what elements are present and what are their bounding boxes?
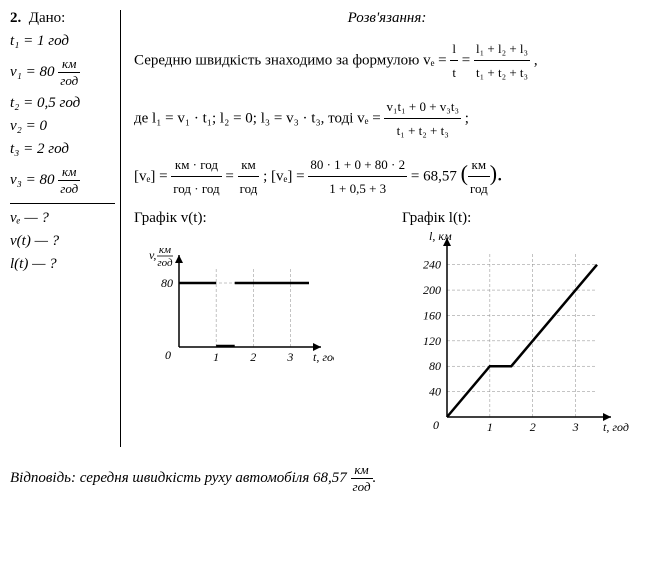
svg-text:2: 2	[250, 350, 256, 364]
svg-text:80: 80	[429, 360, 441, 374]
svg-text:v,: v,	[149, 248, 156, 262]
svg-text:200: 200	[423, 283, 441, 297]
formula-line-1: Середню швидкість знаходимо за формулою …	[134, 37, 640, 85]
svg-text:0: 0	[433, 418, 439, 432]
given-panel: 2. Дано: t₁ = 1 год v₁ = 80 кмгод t₂ = 0…	[10, 10, 121, 447]
solution-title: Розв'язання:	[134, 10, 640, 27]
svg-text:40: 40	[429, 385, 441, 399]
svg-text:1: 1	[487, 420, 493, 434]
find-lt: l(t) — ?	[10, 256, 115, 273]
svg-text:t, год: t, год	[603, 420, 629, 434]
given-t2: t₂ = 0,5 год	[10, 95, 115, 112]
problem-number: 2.	[10, 10, 21, 26]
given-label: Дано:	[29, 10, 66, 26]
svg-text:1: 1	[213, 350, 219, 364]
svg-text:2: 2	[530, 420, 536, 434]
svg-text:80: 80	[161, 276, 173, 290]
given-t3: t₃ = 2 год	[10, 141, 115, 158]
answer-line: Відповідь: середня швидкість руху автомо…	[10, 462, 640, 495]
svg-text:год: год	[157, 257, 173, 269]
chart-l-title: Графік l(t):	[402, 210, 640, 227]
find-vc: vₑ — ?	[10, 210, 115, 227]
formula-line-2: де l₁ = v₁ · t₁; l₂ = 0; l₃ = v₃ · t₃, т…	[134, 95, 640, 143]
svg-text:160: 160	[423, 309, 441, 323]
svg-text:120: 120	[423, 334, 441, 348]
given-v3: v₃ = 80 кмгод	[10, 164, 115, 197]
answer-label: Відповідь:	[10, 470, 76, 486]
svg-text:t, год: t, год	[313, 350, 334, 364]
svg-text:l, км: l, км	[429, 232, 452, 243]
chart-l: 0 1 2 3 40 80 120 160 200 240 t, год l, км	[402, 232, 632, 442]
chart-l-block: Графік l(t): 0 1 2 3 40 80 120 160 200 240 t, год l…	[402, 210, 640, 447]
find-vt: v(t) — ?	[10, 233, 115, 250]
chart-v-title: Графік v(t):	[134, 210, 372, 227]
svg-text:км: км	[159, 244, 171, 256]
svg-text:3: 3	[286, 350, 293, 364]
given-t1: t₁ = 1 год	[10, 33, 115, 50]
chart-v: 0 1 2 3 80 t, год v,кмгод	[134, 232, 334, 372]
svg-text:240: 240	[423, 258, 441, 272]
chart-v-block: Графік v(t): 0 1 2 3 80 t, год v,кмгод	[134, 210, 372, 447]
solution-panel: Розв'язання: Середню швидкість знаходимо…	[129, 10, 640, 447]
svg-text:0: 0	[165, 348, 171, 362]
formula-line-3: [vₑ] = км · годгод · год = кмгод ; [vₑ] …	[134, 153, 640, 201]
svg-text:3: 3	[572, 420, 579, 434]
given-v1: v₁ = 80 кмгод	[10, 56, 115, 89]
given-v2: v₂ = 0	[10, 118, 115, 135]
